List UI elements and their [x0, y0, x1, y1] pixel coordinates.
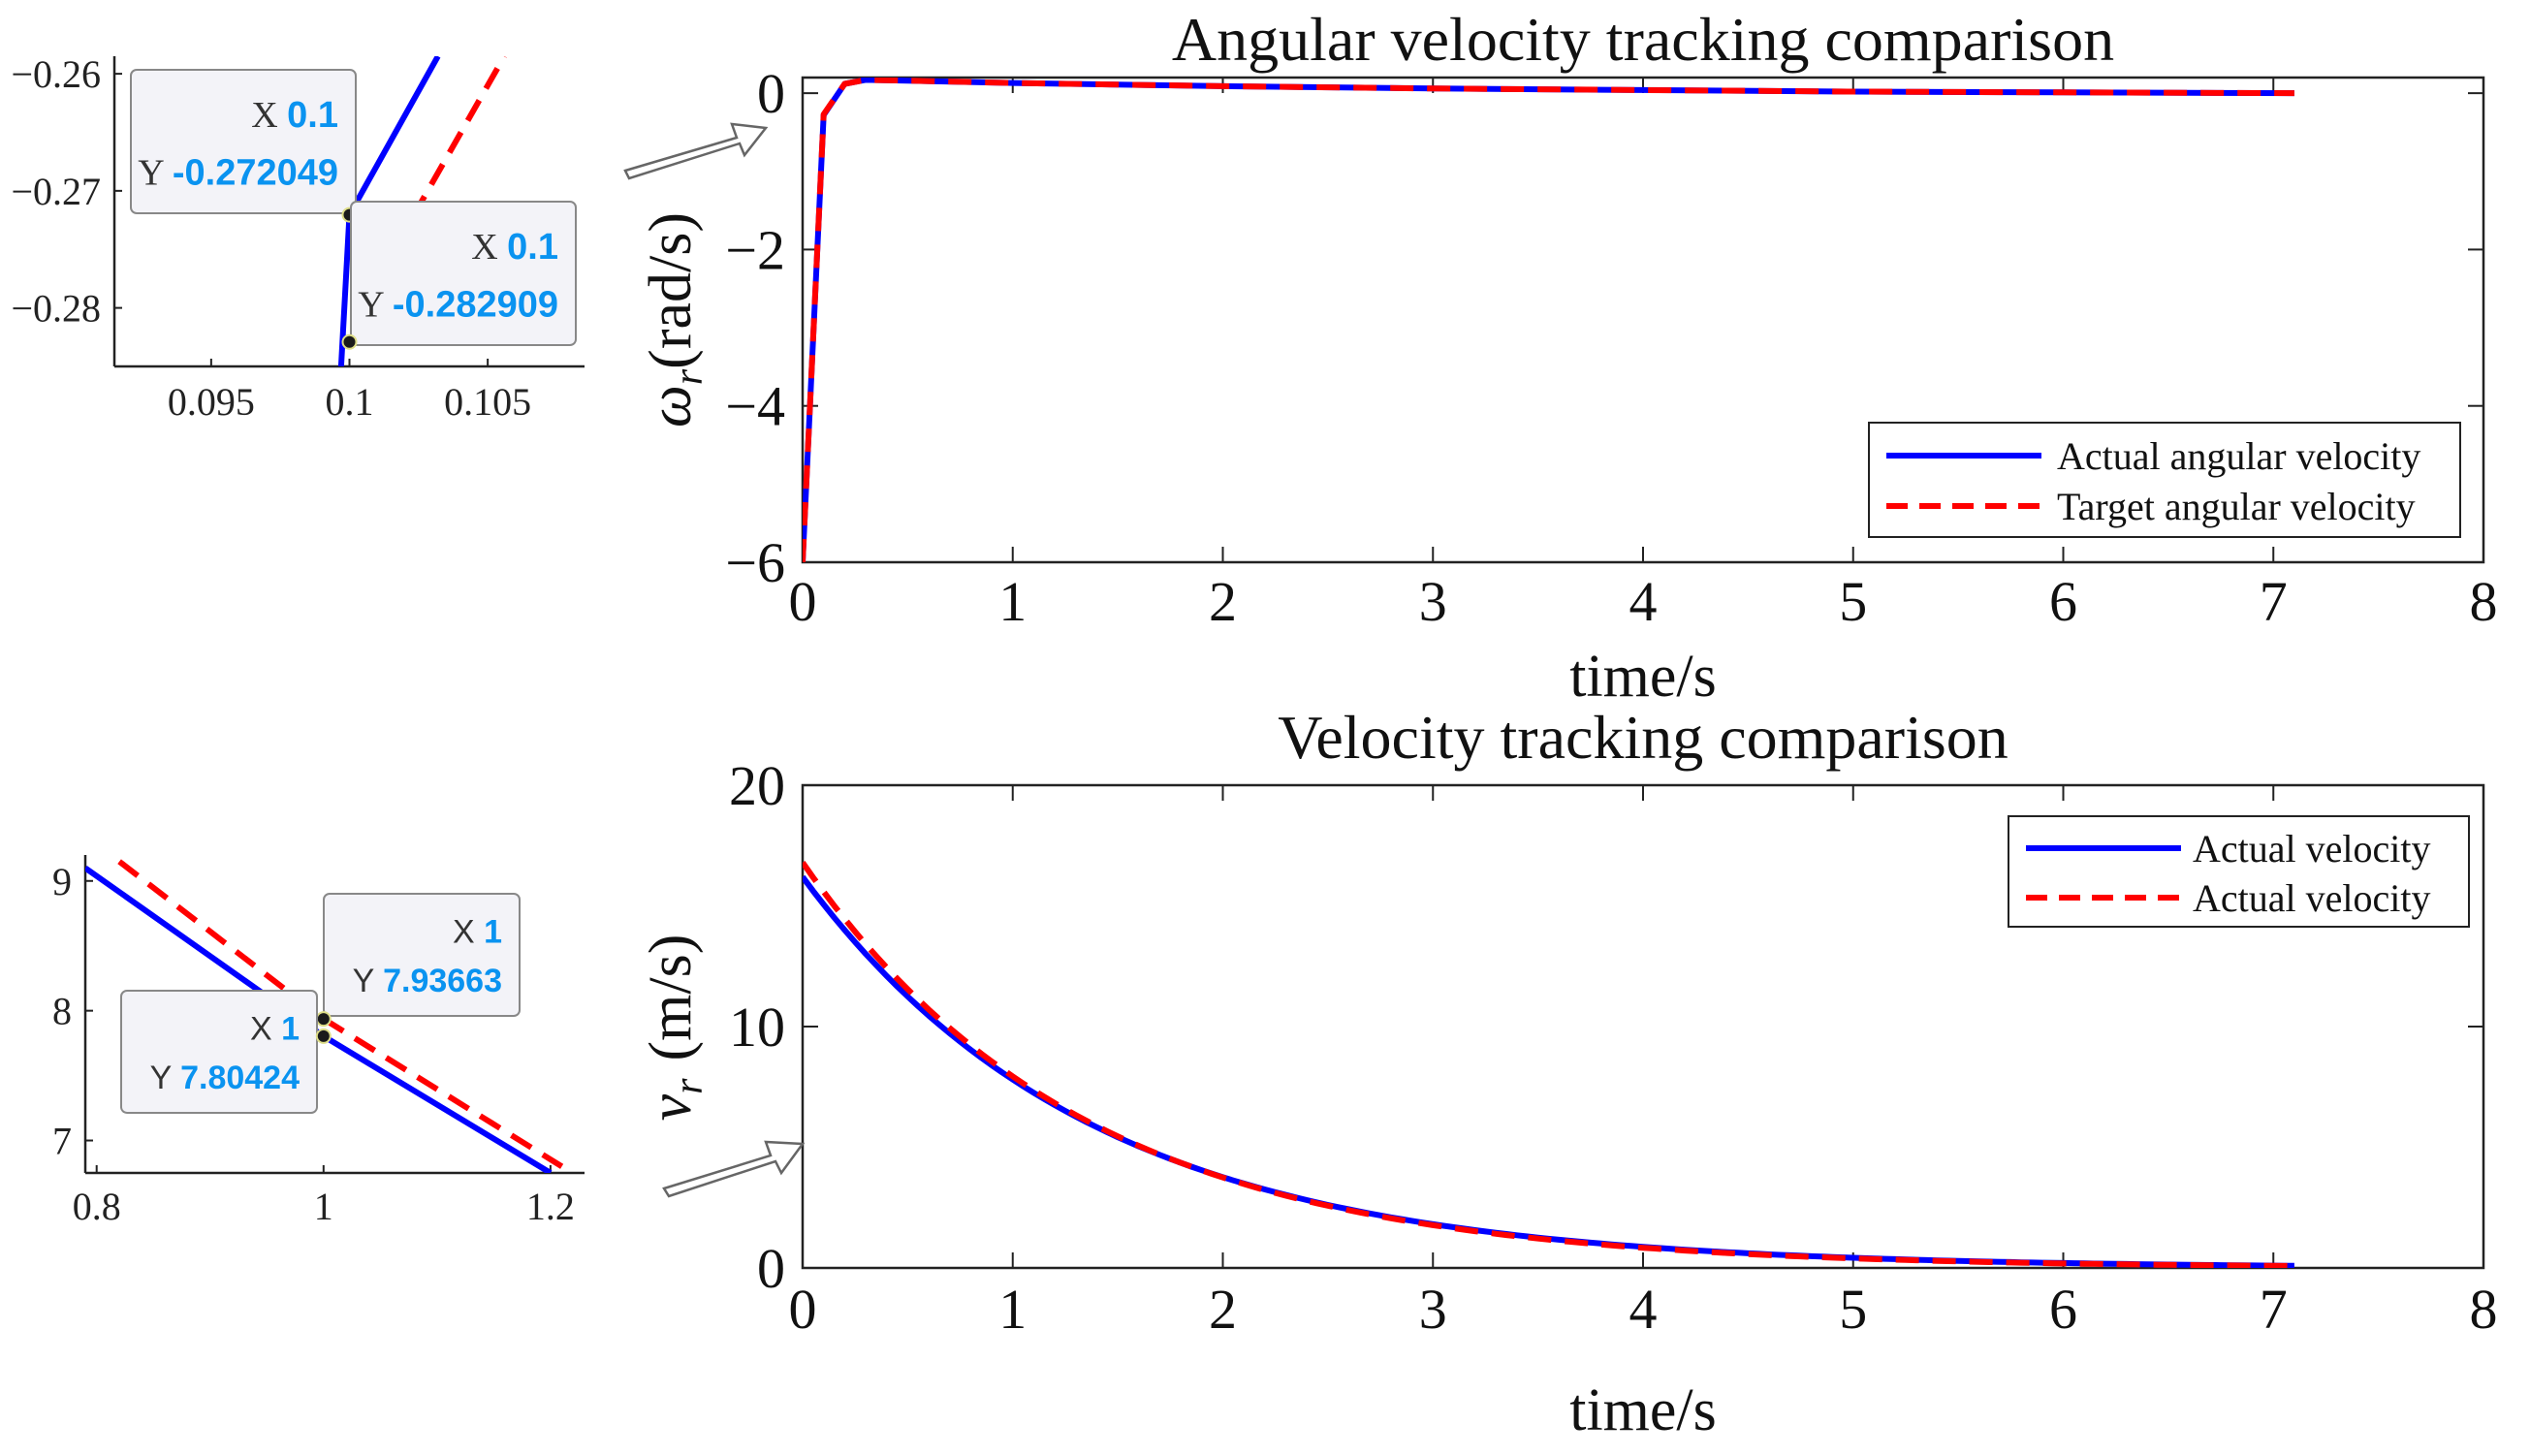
angular_main-ytick-label: −4 [725, 375, 785, 438]
angular_main-xtick-label: 0 [789, 570, 817, 633]
angular_main-series-target-line [803, 78, 2294, 562]
velocity_main-xtick-label: 8 [2470, 1278, 2498, 1341]
angular_main-xtick-label: 2 [1209, 570, 1237, 633]
svg-text:ωr(rad/s): ωr(rad/s) [638, 212, 712, 427]
angular-zoom-panel: 0.095 0.1 0.105 −0.26 −0.27 −0.28 X 0.1 Y -0.2… [11, 52, 585, 424]
velocity_zoom-ytick-label: 9 [52, 860, 72, 903]
angular_zoom-xtick-label: 0.105 [444, 380, 531, 424]
angular_main-xtick-label: 6 [2049, 570, 2077, 633]
angular_zoom-datatip-x: X 0.1 [471, 227, 558, 268]
angular-ylabel-symbol: ω [638, 385, 704, 427]
angular_zoom-datatip[interactable]: X 0.1 Y -0.272049 [130, 69, 357, 214]
angular-main-plot: Angular velocity tracking comparison 0 1 2… [623, 5, 2498, 710]
velocity_zoom-datatip-box [323, 893, 521, 1017]
angular_main-ytick-label: −6 [725, 531, 785, 594]
velocity-main-plot: Velocity tracking comparison 0 1 2 3 4 5 6 7 8 0 1… [638, 703, 2498, 1443]
angular_zoom-xtick-label: 0.1 [326, 380, 374, 424]
velocity_zoom-datatip-x: X 1 [453, 913, 502, 950]
velocity-ylabel-sub: r [667, 1078, 712, 1094]
angular_zoom-ytick-label: −0.28 [11, 287, 101, 331]
velocity_main-xtick-label: 0 [789, 1278, 817, 1341]
velocity_main-xtick-label: 1 [998, 1278, 1027, 1341]
angular_zoom-datatip[interactable]: X 0.1 Y -0.282909 [350, 201, 577, 346]
angular_zoom-ytick-label: −0.27 [11, 170, 101, 213]
velocity-chart-title: Velocity tracking comparison [1278, 703, 2008, 772]
legend-actual-velocity-label: Actual velocity [2193, 827, 2430, 870]
velocity_zoom-datatip[interactable]: X 1 Y 7.93663 [323, 893, 521, 1017]
velocity_zoom-datatip-box [120, 990, 318, 1114]
angular_main-xtick-label: 5 [1839, 570, 1867, 633]
velocity_zoom-xtick-label: 0.8 [73, 1185, 121, 1228]
velocity_zoom-datatip[interactable]: X 1 Y 7.80424 [120, 990, 318, 1114]
angular_main-xtick-label: 1 [998, 570, 1027, 633]
velocity-ylabel-symbol: v [638, 1093, 704, 1121]
legend-target-angular-label: Target angular velocity [2057, 485, 2416, 528]
angular_zoom-datatip-box [130, 69, 357, 214]
velocity_zoom-ytick-label: 7 [52, 1120, 72, 1163]
angular-chart-title: Angular velocity tracking comparison [1172, 5, 2114, 74]
velocity_main-ytick-label: 20 [729, 754, 785, 817]
velocity_zoom-xtick-label: 1 [314, 1185, 333, 1228]
angular_zoom-datatip-box [350, 201, 577, 346]
velocity-legend: Actual velocity Actual velocity [2008, 815, 2470, 928]
velocity_main-xtick-label: 5 [1839, 1278, 1867, 1341]
legend-actual-velocity-dashed-label: Actual velocity [2193, 876, 2430, 920]
velocity_main-xtick-label: 7 [2260, 1278, 2288, 1341]
velocity_main-xtick-label: 4 [1629, 1278, 1658, 1341]
legend-actual-angular-label: Actual angular velocity [2057, 434, 2420, 478]
angular_zoom-series-target-line [410, 56, 507, 218]
velocity_zoom-datatip-x: X 1 [250, 1010, 300, 1047]
velocity_zoom-ytick-label: 8 [52, 990, 72, 1033]
velocity_main-ytick-label: 10 [729, 996, 785, 1059]
angular_main-xtick-label: 7 [2260, 570, 2288, 633]
velocity-y-axis-label: vr (m/s) [638, 934, 712, 1122]
angular_zoom-ytick-label: −0.26 [11, 52, 101, 96]
velocity_zoom-datatip-y: Y 7.80424 [150, 1060, 300, 1096]
angular-pointer-arrow [623, 122, 769, 180]
velocity-ylabel-unit: (m/s) [638, 934, 704, 1061]
velocity_main-xtick-label: 2 [1209, 1278, 1237, 1341]
velocity_main-xtick-label: 6 [2049, 1278, 2077, 1341]
velocity_zoom-datatip-marker [315, 1028, 332, 1044]
angular-x-axis-label: time/s [1569, 644, 1717, 710]
svg-text:vr(m/s): vr (m/s) [638, 934, 712, 1122]
velocity_zoom-xtick-label: 1.2 [526, 1185, 575, 1228]
angular_main-ytick-label: 0 [757, 62, 785, 125]
velocity_zoom-datatip-marker [315, 1011, 332, 1028]
velocity-zoom-panel: 0.8 1 1.2 9 8 7 X 1 Y 7.93663 X 1 Y 7.80424 [52, 855, 585, 1228]
angular-ylabel-unit: (rad/s) [638, 212, 704, 369]
angular_main-xtick-label: 4 [1629, 570, 1658, 633]
velocity-pointer-arrow [662, 1140, 806, 1198]
velocity_zoom-datatip-y: Y 7.93663 [353, 963, 502, 999]
velocity_main-xtick-label: 3 [1419, 1278, 1447, 1341]
angular-legend: Actual angular velocity Target angular v… [1868, 422, 2461, 538]
angular_main-ytick-label: −2 [725, 218, 785, 281]
angular_zoom-datatip-marker [341, 333, 358, 350]
angular-y-axis-label: ωr(rad/s) [638, 212, 712, 427]
angular_zoom-datatip-y: Y -0.282909 [358, 284, 558, 325]
angular_zoom-datatip-y: Y -0.272049 [138, 152, 338, 193]
velocity-x-axis-label: time/s [1569, 1377, 1717, 1443]
velocity_main-ytick-label: 0 [757, 1237, 785, 1300]
angular_zoom-xtick-label: 0.095 [168, 380, 255, 424]
angular_main-xtick-label: 8 [2470, 570, 2498, 633]
angular_main-xtick-label: 3 [1419, 570, 1447, 633]
angular-ylabel-sub: r [667, 368, 712, 385]
velocity_main-series-target-line [803, 860, 2294, 1268]
angular_zoom-datatip-x: X 0.1 [251, 95, 338, 136]
